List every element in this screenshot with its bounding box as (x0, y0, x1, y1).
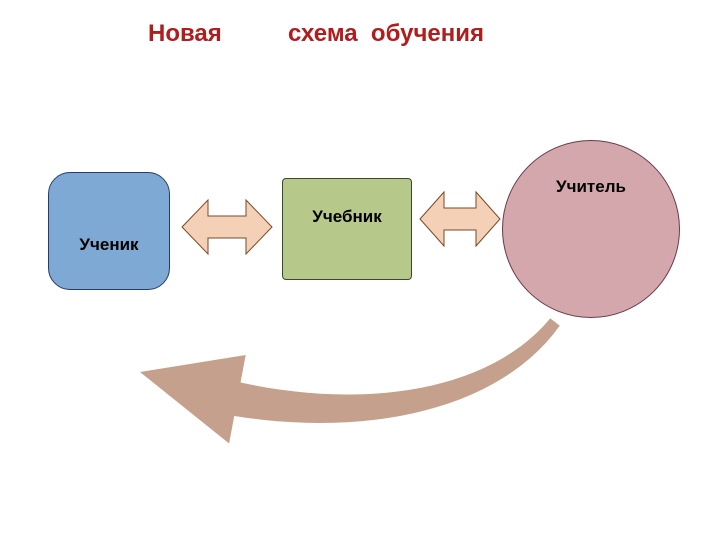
curved-arrow (0, 0, 720, 540)
